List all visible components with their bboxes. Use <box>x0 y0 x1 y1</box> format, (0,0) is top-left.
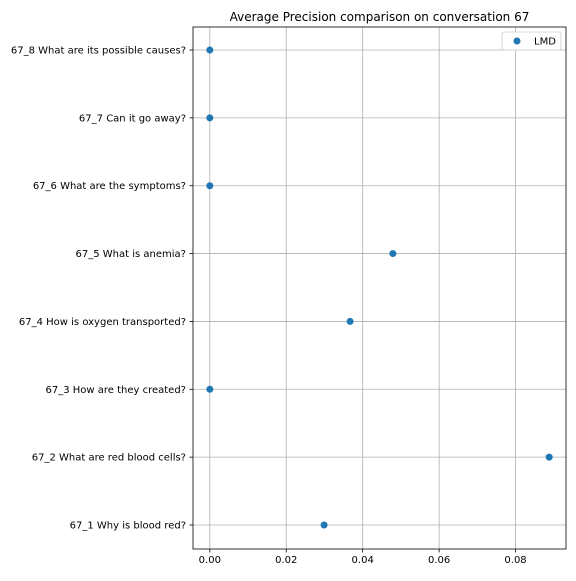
legend-label: LMD <box>534 37 556 48</box>
y-tick-label: 67_4 How is oxygen transported? <box>19 317 186 328</box>
legend-marker <box>513 37 521 45</box>
chart-title: Average Precision comparison on conversa… <box>230 10 530 24</box>
y-tick-label: 67_3 How are they created? <box>45 385 186 396</box>
y-axis-ticks: 67_1 Why is blood red? 67_2 What are red … <box>11 46 193 532</box>
data-point <box>206 114 214 122</box>
legend: LMD <box>501 31 562 51</box>
x-tick-label: 0.00 <box>199 555 221 566</box>
y-tick-label: 67_8 What are its possible causes? <box>11 46 186 57</box>
data-point <box>389 250 397 258</box>
data-point <box>320 521 328 529</box>
y-tick-label: 67_2 What are red blood cells? <box>32 453 186 464</box>
data-points <box>206 46 553 529</box>
y-tick-label: 67_7 Can it go away? <box>79 113 186 124</box>
data-point <box>206 182 214 190</box>
data-point <box>545 453 553 461</box>
data-point <box>206 46 214 54</box>
x-tick-label: 0.02 <box>275 555 297 566</box>
y-tick-label: 67_6 What are the symptoms? <box>33 181 186 192</box>
data-point <box>346 317 354 325</box>
x-tick-label: 0.06 <box>428 555 450 566</box>
x-tick-label: 0.08 <box>504 555 526 566</box>
x-tick-label: 0.04 <box>352 555 374 566</box>
plot-frame <box>192 26 567 550</box>
data-point <box>206 385 214 393</box>
y-tick-label: 67_1 Why is blood red? <box>70 521 186 532</box>
x-axis-ticks: 0.00 0.02 0.04 0.06 0.08 <box>199 549 527 566</box>
y-tick-label: 67_5 What is anemia? <box>76 249 186 260</box>
legend-box <box>501 31 562 51</box>
